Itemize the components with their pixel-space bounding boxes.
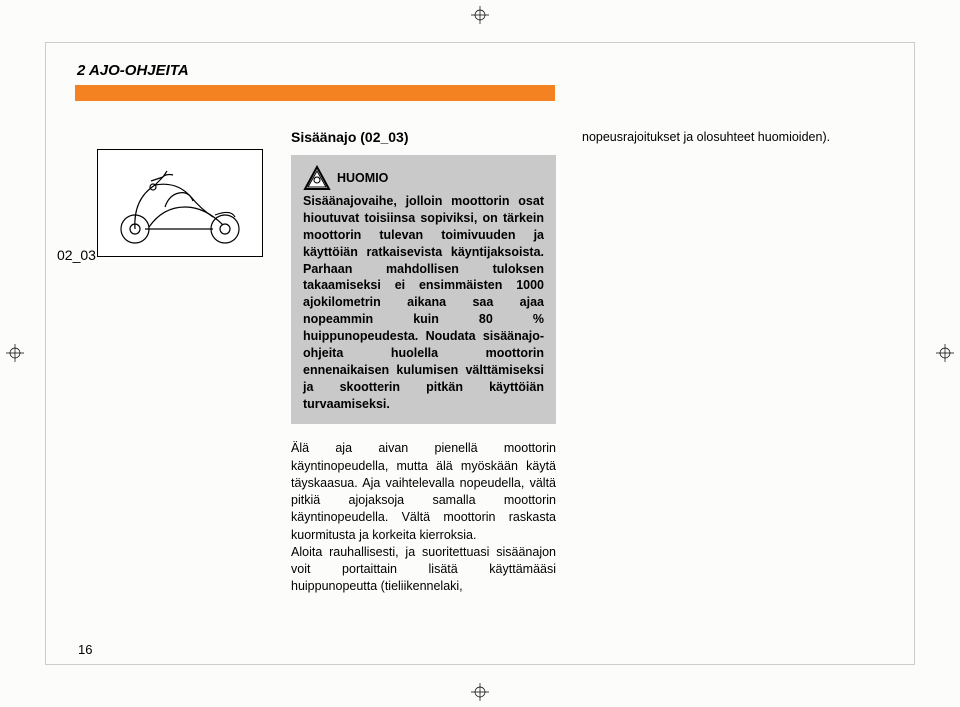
notice-body: Sisäänajovaihe, jolloin moottorin osat h…: [303, 193, 544, 412]
page-content: 2 AJO-OHJEITA: [75, 62, 885, 645]
subsection-heading: Sisäänajo (02_03): [291, 129, 556, 145]
accent-bar: [75, 85, 555, 101]
image-column: 02_03: [75, 129, 265, 596]
registration-mark-icon: [6, 344, 24, 362]
figure-box: [97, 149, 263, 257]
text-column-a: Sisäänajo (02_03) HUOMIO: [291, 129, 556, 596]
registration-mark-icon: [936, 344, 954, 362]
scooter-icon: [105, 157, 255, 249]
manual-page: 2 AJO-OHJEITA: [0, 0, 960, 707]
notice-box: HUOMIO Sisäänajovaihe, jolloin moottorin…: [291, 155, 556, 424]
body-paragraph: nopeusrajoitukset ja olosuhteet huomioid…: [582, 129, 842, 146]
columns: 02_03 Sisäänajo (02_03): [75, 129, 885, 596]
registration-mark-icon: [471, 6, 489, 24]
notice-label: HUOMIO: [337, 170, 388, 187]
registration-mark-icon: [471, 683, 489, 701]
text-column-b: nopeusrajoitukset ja olosuhteet huomioid…: [582, 129, 842, 596]
page-number: 16: [78, 642, 92, 657]
figure-caption: 02_03: [57, 247, 105, 269]
warning-triangle-icon: [303, 165, 331, 191]
section-title: 2 AJO-OHJEITA: [77, 62, 885, 79]
body-paragraph: Aloita rauhallisesti, ja suoritettuasi s…: [291, 544, 556, 596]
body-paragraph: Älä aja aivan pienellä moottorin käyntin…: [291, 440, 556, 544]
